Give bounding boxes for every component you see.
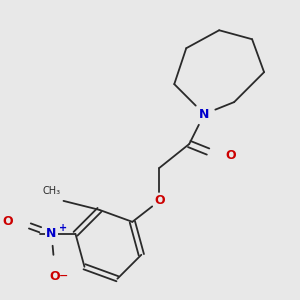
Text: O: O <box>2 215 13 228</box>
Text: CH₃: CH₃ <box>42 186 61 197</box>
Text: N: N <box>46 227 57 240</box>
Text: N: N <box>199 108 209 121</box>
Text: O: O <box>225 149 236 163</box>
Text: −: − <box>59 271 68 281</box>
Text: O: O <box>154 194 165 207</box>
Text: +: + <box>59 223 68 233</box>
Text: O: O <box>49 270 60 283</box>
